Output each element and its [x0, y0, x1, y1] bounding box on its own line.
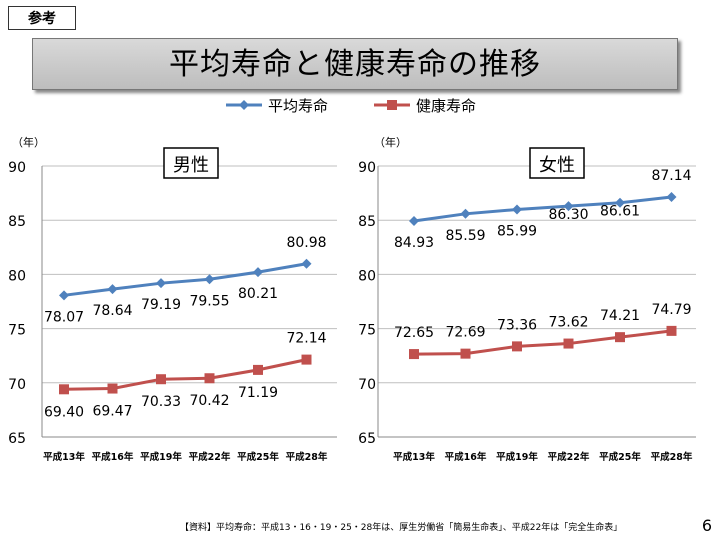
legend-healthy-label: 健康寿命 — [416, 97, 476, 115]
healthy-data-point — [666, 325, 677, 336]
y-tick-label: 70 — [8, 377, 26, 393]
average-data-label: 80.21 — [238, 286, 278, 302]
average-data-point — [107, 284, 118, 295]
average-data-point — [563, 201, 574, 212]
average-data-point — [59, 290, 69, 301]
y-axis-label: （年） — [374, 135, 407, 149]
average-series-line — [413, 195, 672, 223]
average-data-label: 86.61 — [600, 204, 640, 220]
legend-average-label: 平均寿命 — [268, 97, 328, 115]
legend: 平均寿命 健康寿命 — [226, 97, 476, 115]
healthy-data-point — [204, 373, 215, 384]
healthy-data-point — [301, 354, 312, 365]
healthy-data-point — [409, 349, 419, 360]
x-tick-label: 平成28年 — [286, 451, 328, 463]
chart-title-box — [529, 147, 585, 179]
x-tick-label: 平成25年 — [237, 451, 279, 463]
average-data-label: 79.55 — [189, 293, 229, 309]
average-data-point — [615, 197, 625, 208]
y-tick-label: 70 — [358, 377, 376, 393]
average-data-label: 87.14 — [651, 168, 691, 184]
healthy-data-label: 70.42 — [189, 393, 229, 409]
healthy-data-label: 72.14 — [286, 331, 326, 347]
average-data-label: 78.07 — [44, 309, 84, 325]
x-tick-label: 平成13年 — [393, 451, 435, 463]
average-data-point — [460, 208, 471, 219]
average-data-label: 79.19 — [141, 297, 181, 313]
healthy-data-label: 74.21 — [600, 308, 640, 324]
average-data-label: 78.64 — [92, 303, 132, 319]
healthy-data-point — [59, 384, 69, 395]
x-tick-label: 平成16年 — [92, 451, 134, 463]
healthy-data-label: 70.33 — [141, 394, 181, 410]
y-tick-label: 75 — [358, 323, 376, 339]
page-title: 平均寿命と健康寿命の推移 — [32, 38, 678, 90]
x-tick-label: 平成22年 — [548, 451, 590, 463]
footnote: 【資料】平均寿命：平成13・16・19・25・28年は、厚生労働省「簡易生命表」… — [180, 523, 623, 533]
y-tick-label: 80 — [358, 268, 376, 284]
x-tick-label: 平成19年 — [140, 451, 182, 463]
y-tick-label: 75 — [8, 323, 26, 339]
x-tick-label: 平成16年 — [445, 451, 487, 463]
healthy-data-point — [107, 383, 118, 394]
healthy-data-point — [253, 364, 263, 375]
x-tick-label: 平成25年 — [599, 451, 641, 463]
y-tick-label: 85 — [358, 214, 376, 230]
healthy-data-label: 73.36 — [497, 317, 537, 333]
y-axis-label: （年） — [12, 135, 45, 149]
average-data-point — [512, 204, 522, 215]
average-data-point — [204, 274, 215, 285]
healthy-data-point — [156, 374, 166, 385]
healthy-series-line — [63, 358, 307, 391]
x-tick-label: 平成22年 — [189, 451, 231, 463]
average-data-label: 85.59 — [445, 228, 485, 244]
average-data-label: 86.30 — [548, 207, 588, 223]
healthy-data-label: 69.40 — [44, 404, 84, 420]
healthy-data-point — [460, 348, 471, 359]
healthy-data-label: 72.65 — [394, 325, 434, 341]
x-tick-label: 平成13年 — [43, 451, 85, 463]
average-series-line — [63, 262, 307, 297]
chart-title: 女性 — [539, 155, 575, 176]
healthy-data-point — [563, 338, 574, 349]
healthy-data-label: 73.62 — [548, 315, 588, 331]
x-tick-label: 平成19年 — [496, 451, 538, 463]
y-tick-label: 80 — [8, 268, 26, 284]
average-data-point — [156, 278, 166, 289]
y-tick-label: 90 — [8, 160, 26, 176]
average-data-point — [301, 258, 312, 269]
reference-label: 参考 — [8, 6, 76, 30]
average-data-point — [409, 215, 419, 226]
y-tick-label: 85 — [8, 214, 26, 230]
average-data-label: 80.98 — [286, 235, 326, 251]
y-tick-label: 65 — [358, 431, 376, 447]
average-data-label: 85.99 — [497, 223, 537, 239]
healthy-data-label: 71.19 — [238, 385, 278, 401]
chart-title: 男性 — [173, 155, 209, 176]
healthy-data-label: 69.47 — [92, 404, 132, 420]
chart-title-box — [163, 147, 219, 179]
y-tick-label: 90 — [358, 160, 376, 176]
healthy-data-point — [615, 332, 625, 343]
healthy-data-label: 72.69 — [445, 325, 485, 341]
healthy-series-line — [413, 329, 672, 356]
average-data-point — [666, 192, 677, 203]
y-tick-label: 65 — [8, 431, 26, 447]
healthy-data-point — [512, 341, 522, 352]
healthy-data-label: 74.79 — [651, 302, 691, 318]
legend-healthy-marker — [387, 100, 397, 110]
average-data-point — [253, 267, 263, 278]
legend-average-marker — [239, 100, 249, 110]
page-number: 6 — [701, 516, 712, 535]
average-data-label: 84.93 — [394, 235, 434, 251]
x-tick-label: 平成28年 — [651, 451, 693, 463]
